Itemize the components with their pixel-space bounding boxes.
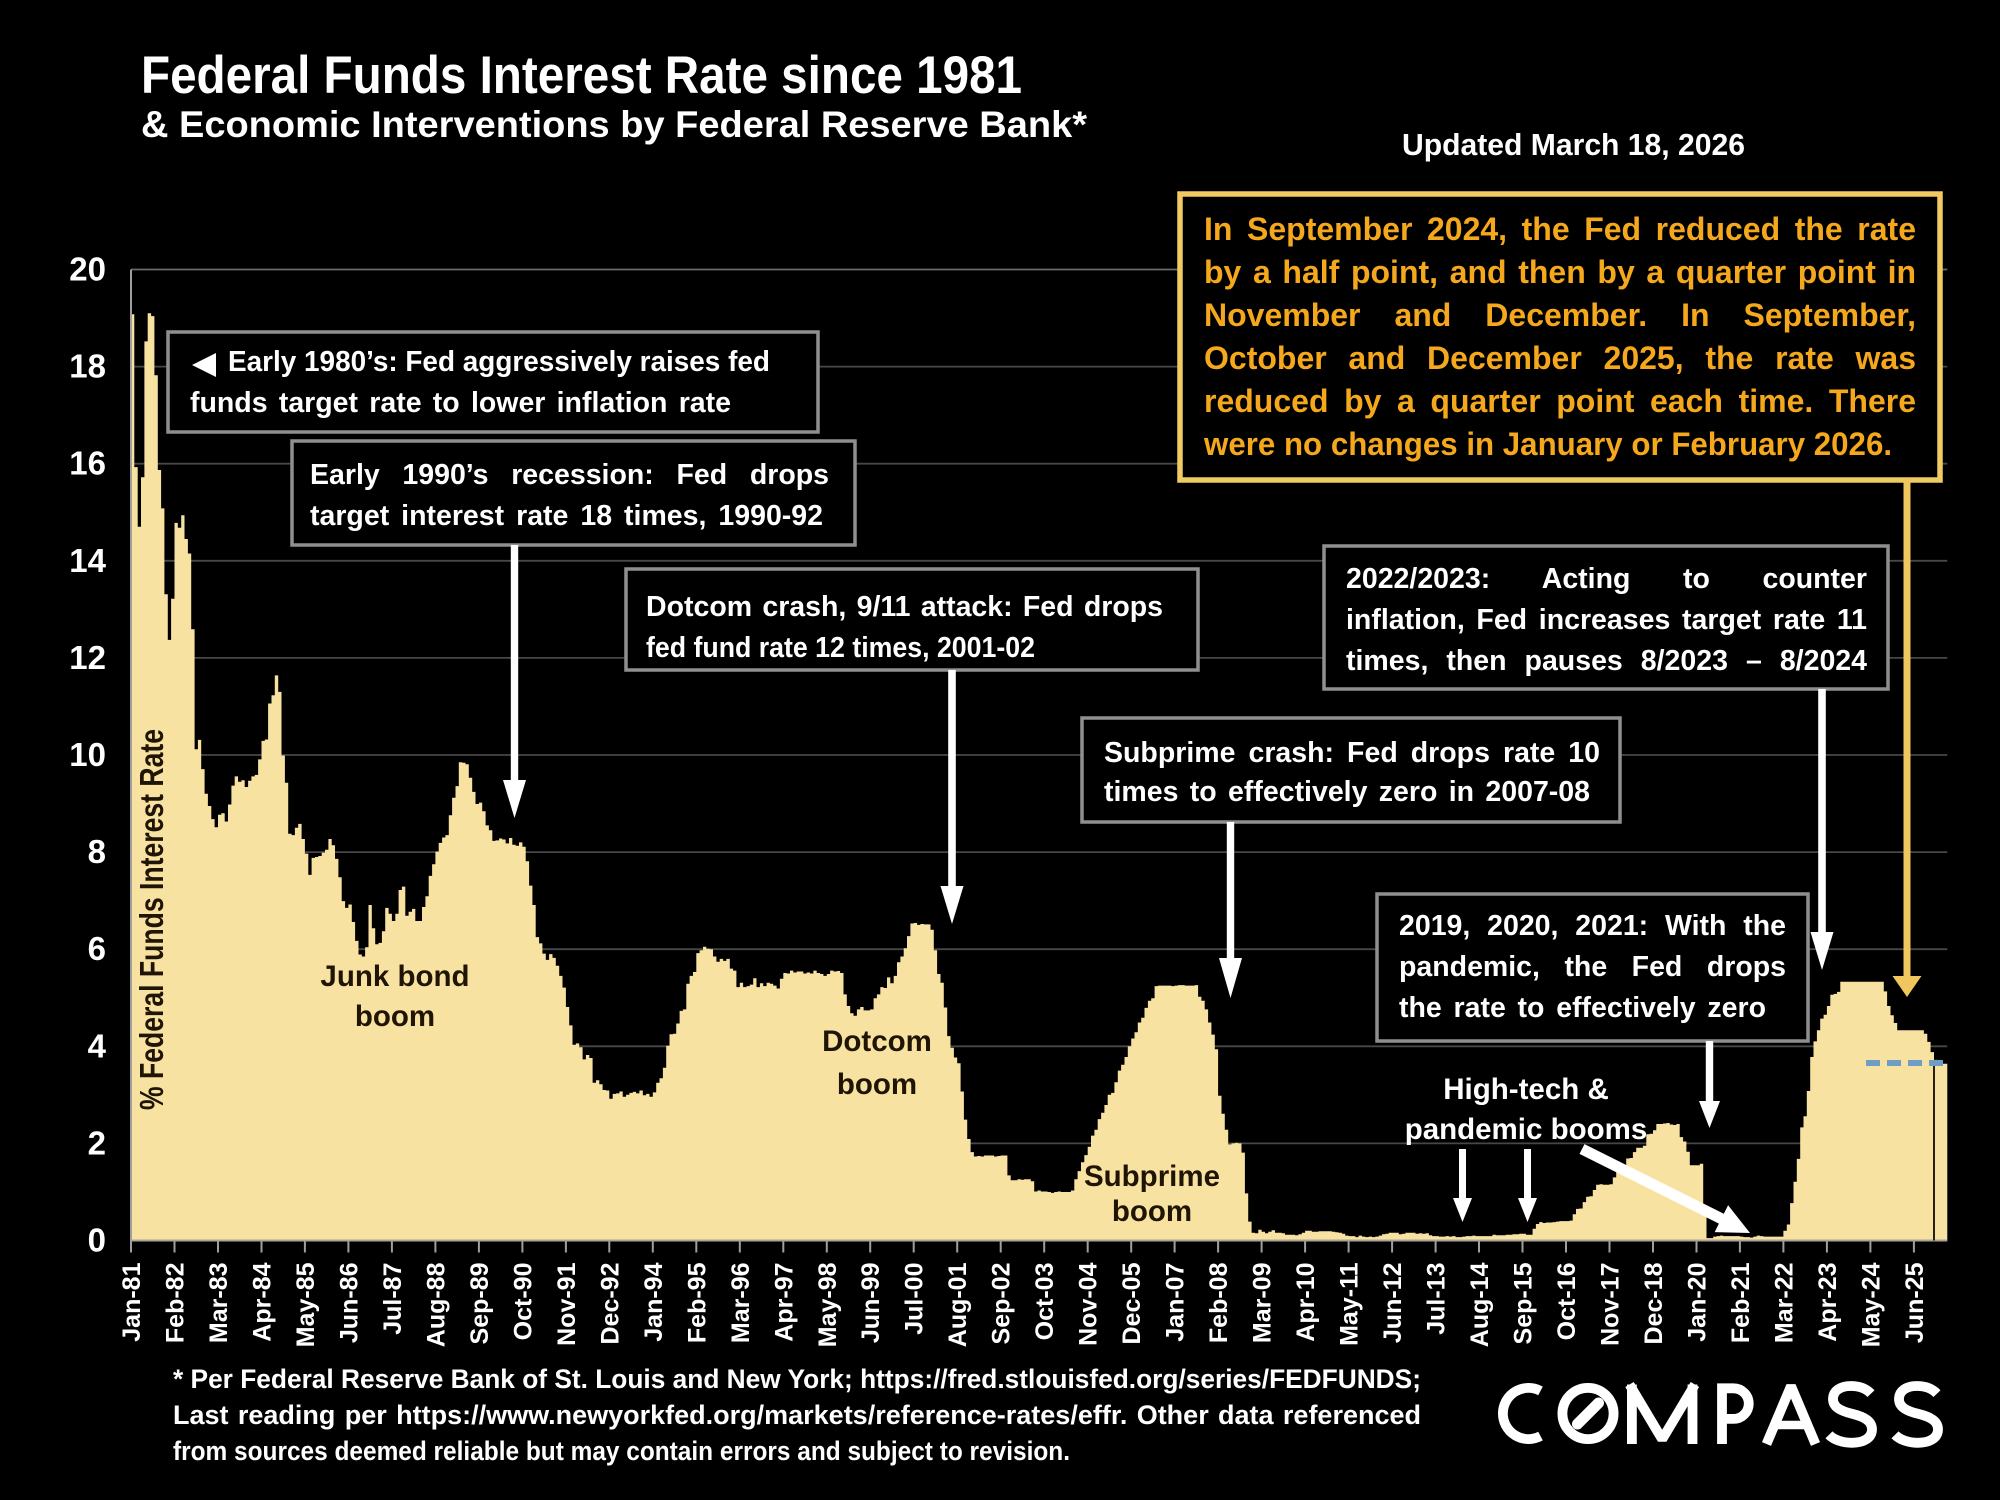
svg-text:May-85: May-85 [292,1262,320,1347]
svg-text:20: 20 [69,251,106,288]
svg-text:Apr-23: Apr-23 [1814,1263,1842,1342]
svg-text:Jun-12: Jun-12 [1379,1263,1407,1344]
svg-text:4: 4 [88,1027,107,1064]
svg-text:Sep-89: Sep-89 [466,1263,494,1345]
svg-text:Feb-82: Feb-82 [162,1263,190,1344]
svg-text:Apr-97: Apr-97 [770,1263,798,1342]
svg-text:8: 8 [88,833,106,870]
svg-text:Oct-16: Oct-16 [1553,1263,1581,1341]
svg-text:Jan-07: Jan-07 [1162,1263,1190,1342]
svg-text:Aug-88: Aug-88 [422,1262,450,1347]
svg-text:16: 16 [69,445,106,482]
svg-text:May-24: May-24 [1857,1262,1885,1347]
svg-text:Mar-22: Mar-22 [1770,1263,1798,1344]
svg-text:Feb-08: Feb-08 [1205,1262,1233,1343]
svg-text:Mar-09: Mar-09 [1249,1263,1277,1344]
svg-text:Jan-94: Jan-94 [640,1262,668,1341]
svg-text:Feb-95: Feb-95 [683,1262,711,1343]
svg-text:14: 14 [69,542,106,579]
svg-text:Sep-02: Sep-02 [988,1263,1016,1345]
svg-text:May-98: May-98 [814,1262,842,1347]
svg-text:Oct-03: Oct-03 [1031,1263,1059,1341]
svg-text:Aug-14: Aug-14 [1466,1262,1494,1347]
svg-text:May-11: May-11 [1336,1262,1364,1345]
svg-text:Nov-91: Nov-91 [553,1262,581,1345]
svg-text:Jul-00: Jul-00 [901,1263,929,1335]
svg-text:Oct-90: Oct-90 [509,1263,537,1341]
svg-text:Jun-25: Jun-25 [1901,1262,1929,1343]
svg-text:Mar-96: Mar-96 [727,1263,755,1344]
svg-text:Jul-87: Jul-87 [379,1263,407,1335]
svg-text:Apr-84: Apr-84 [249,1262,277,1341]
svg-text:10: 10 [69,736,106,773]
svg-text:% Federal Funds Interest Rate: % Federal Funds Interest Rate [133,729,170,1110]
svg-text:Nov-17: Nov-17 [1597,1263,1625,1346]
svg-text:Dec-05: Dec-05 [1118,1262,1146,1344]
svg-text:Mar-83: Mar-83 [205,1263,233,1344]
svg-text:Nov-04: Nov-04 [1075,1262,1103,1345]
svg-text:Feb-21: Feb-21 [1727,1262,1755,1343]
svg-text:Jun-99: Jun-99 [857,1263,885,1344]
svg-text:18: 18 [69,348,106,385]
svg-text:2: 2 [88,1124,106,1161]
svg-text:Aug-01: Aug-01 [944,1262,972,1347]
svg-text:6: 6 [88,930,106,967]
svg-text:12: 12 [69,639,106,676]
svg-text:Jan-20: Jan-20 [1684,1263,1712,1342]
svg-text:Sep-15: Sep-15 [1510,1262,1538,1344]
svg-text:Jul-13: Jul-13 [1423,1263,1451,1335]
svg-text:Jan-81: Jan-81 [118,1262,146,1341]
svg-text:Dec-18: Dec-18 [1640,1262,1668,1344]
svg-text:Dec-92: Dec-92 [596,1263,624,1345]
svg-text:Apr-10: Apr-10 [1292,1263,1320,1342]
svg-text:0: 0 [88,1222,106,1259]
svg-text:Jun-86: Jun-86 [335,1263,363,1344]
